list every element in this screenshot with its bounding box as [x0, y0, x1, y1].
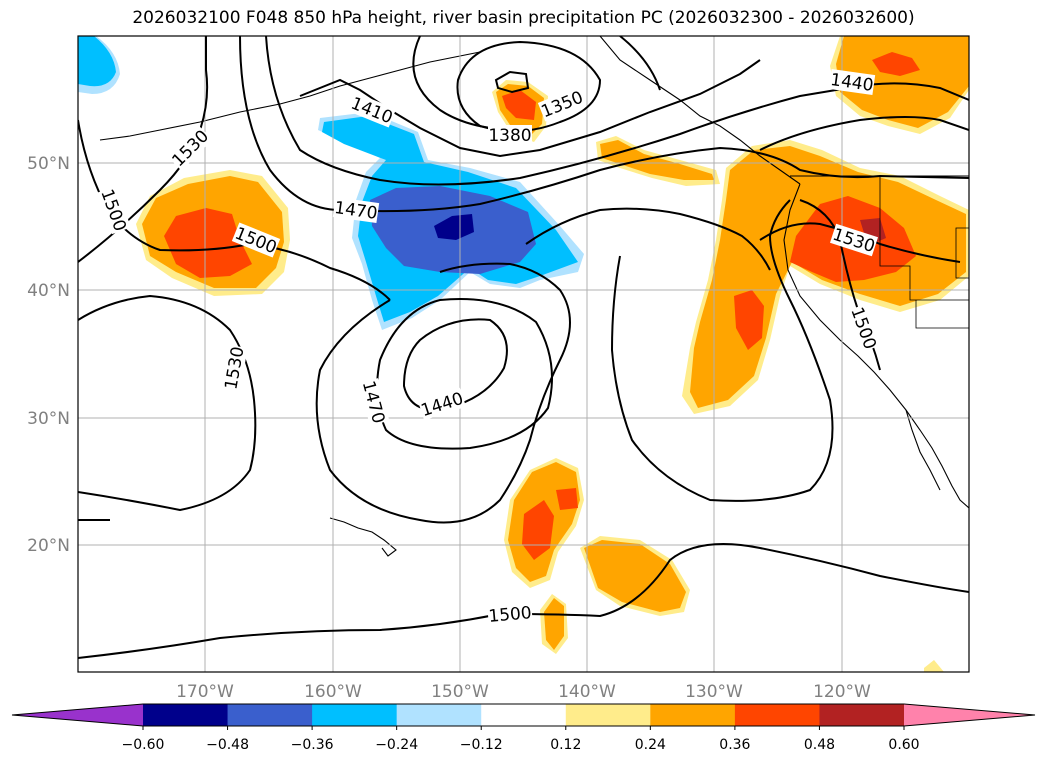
colorbar-extend-min [12, 704, 143, 726]
lat-label-40n: 40°N [27, 281, 70, 301]
colorbar-segment [396, 704, 482, 726]
precip-neg-max [434, 214, 474, 240]
hawaii-islands [329, 517, 397, 557]
contour-1470-north [239, 36, 969, 213]
colorbar-tick-label: 0.24 [635, 737, 666, 753]
contour-label: 1380 [488, 126, 531, 146]
contour-1410 [299, 59, 761, 158]
colorbar-segment [227, 704, 313, 726]
lon-label-140w: 140°W [558, 682, 616, 702]
colorbar-segment [650, 704, 736, 726]
colorbar-tick-label: 0.48 [804, 737, 835, 753]
lon-label-130w: 130°W [685, 682, 743, 702]
contour-label: 1500 [96, 187, 130, 234]
colorbar-tick-label: −0.24 [375, 737, 418, 753]
colorbar-tick-label: 0.12 [550, 737, 581, 753]
colorbar-tick-label: 0.60 [888, 737, 919, 753]
contour-label: 1530 [221, 345, 248, 391]
contour-1470-low [376, 297, 553, 450]
lon-label-160w: 160°W [304, 682, 362, 702]
contour-1350 [494, 70, 530, 94]
baja-coast [905, 409, 941, 491]
colorbar-segment [143, 704, 229, 726]
lon-label-120w: 120°W [813, 682, 871, 702]
colorbar-tick-label: −0.48 [206, 737, 249, 753]
contour-label: 1470 [358, 379, 389, 426]
colorbar-extend-max [904, 704, 1035, 726]
colorbar-segment [734, 704, 820, 726]
colorbar-tick-label: −0.60 [122, 737, 165, 753]
contour-label: 1500 [488, 603, 533, 627]
lat-label-20n: 20°N [27, 536, 70, 556]
height-contours [78, 36, 969, 659]
lat-label-30n: 30°N [27, 409, 70, 429]
contour-label: 1350 [539, 88, 587, 123]
contour-label: 1440 [419, 389, 466, 421]
colorbar-segment [312, 704, 398, 726]
lat-label-50n: 50°N [27, 154, 70, 174]
lon-label-150w: 150°W [431, 682, 489, 702]
contour-1440-low [402, 318, 508, 412]
map-frame [77, 35, 970, 673]
colorbar-tick-label: −0.12 [460, 737, 503, 753]
lon-label-170w: 170°W [176, 682, 234, 702]
na-west-coast [783, 183, 969, 509]
precip-fill-layer [78, 36, 969, 672]
map-title: 2026032100 F048 850 hPa height, river ba… [132, 8, 915, 28]
aleutian-coast [99, 51, 481, 141]
colorbar: −0.60 −0.48 −0.36 −0.24 −0.12 0.12 0.24 0.36 0.4… [11, 703, 1036, 753]
colorbar-segment [481, 704, 567, 726]
colorbar-segment [819, 704, 905, 726]
contour-label: 1500 [846, 305, 880, 352]
colorbar-tick-label: −0.36 [291, 737, 334, 753]
colorbar-segment [565, 704, 651, 726]
colorbar-tick-label: 0.36 [719, 737, 750, 753]
contour-1500-south [78, 543, 969, 659]
contour-label: 1530 [168, 126, 213, 171]
